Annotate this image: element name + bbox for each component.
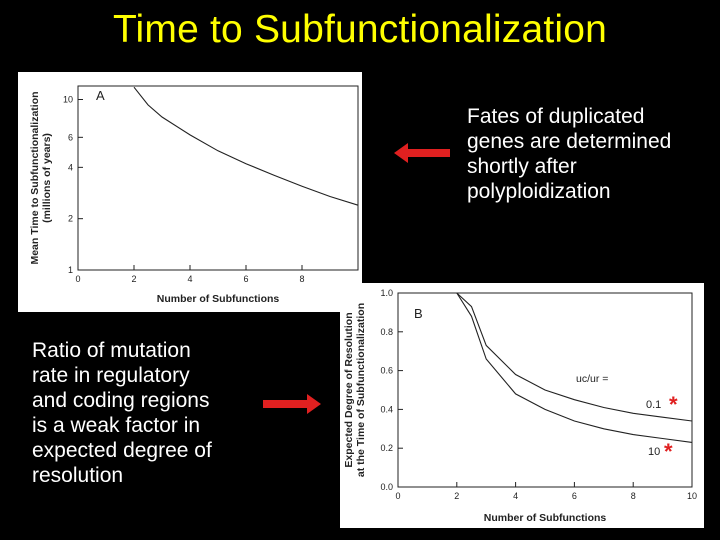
x-tick-label: 6 [243,274,248,284]
series-label: 10 [648,446,660,458]
asterisk-marker: * [664,439,673,464]
panel-label: A [96,88,105,103]
y-axis-label: Mean Time to Subfunctionalization [29,91,41,264]
x-axis-label: Number of Subfunctions [157,293,280,305]
chart-b-svg: 0 2 4 6 8 10 0.0 0.2 0.4 0.6 0.8 1.0 B Number of Subf… [343,288,697,524]
x-tick-label: 8 [299,274,304,284]
note-bottom-line: Ratio of mutation [32,339,191,362]
y-tick-label: 0.4 [380,404,393,414]
x-tick-label: 0 [395,491,400,501]
series-line [456,292,693,422]
y-tick-label: 4 [68,162,73,172]
note-bottom-line: rate in regulatory [32,364,190,387]
note-top-line: shortly after [467,155,577,178]
note-top-line: Fates of duplicated [467,105,645,128]
y-tick-label: 0.0 [380,482,393,492]
x-tick-label: 10 [687,491,697,501]
arrow-right-icon [263,394,321,414]
series-label: 0.1 [646,399,661,411]
x-tick-label: 2 [131,274,136,284]
chart-panel-b: 0 2 4 6 8 10 0.0 0.2 0.4 0.6 0.8 1.0 B Number of Subf… [340,283,704,528]
legend-header: uc/ur = [576,373,608,385]
y-tick-label: 1.0 [380,288,393,298]
x-tick-label: 0 [75,274,80,284]
plot-frame [77,85,359,271]
note-bottom-line: expected degree of [32,439,212,462]
chart-a-svg: 0 2 4 6 8 1 2 4 6 10 A Number of Subfunctions Mean T… [29,85,359,305]
x-tick-label: 4 [513,491,518,501]
y-axis-label: Expected Degree of Resolution [343,312,355,467]
y-tick-label: 10 [63,95,73,105]
y-tick-label: 1 [68,265,73,275]
x-tick-label: 2 [454,491,459,501]
y-tick-label: 6 [68,132,73,142]
y-tick-label: 0.6 [380,366,393,376]
note-top: Fates of duplicated genes are determined… [467,104,717,204]
y-tick-label: 0.8 [380,327,393,337]
note-bottom: Ratio of mutation rate in regulatory and… [32,338,267,488]
y-tick-label: 2 [68,214,73,224]
note-bottom-line: and coding regions [32,389,210,412]
series-line [133,86,359,206]
y-axis-label: (millions of years) [41,133,53,223]
plot-frame [397,292,693,488]
note-bottom-line: resolution [32,464,124,487]
x-tick-label: 8 [631,491,636,501]
x-axis-label: Number of Subfunctions [484,512,607,524]
y-axis-label: at the Time of Subfunctionalization [355,303,367,477]
y-tick-label: 0.2 [380,443,393,453]
x-tick-label: 4 [187,274,192,284]
x-tick-label: 6 [572,491,577,501]
note-bottom-line: is a weak factor in [32,414,201,437]
slide-title: Time to Subfunctionalization [112,8,608,51]
panel-label: B [414,306,423,321]
asterisk-marker: * [669,392,678,417]
chart-panel-a: 0 2 4 6 8 1 2 4 6 10 A Number of Subfunctions Mean T… [18,72,362,312]
note-top-line: genes are determined [467,130,672,153]
arrow-left-icon [394,143,450,163]
series-line [456,292,693,443]
note-top-line: polyploidization [467,180,611,203]
